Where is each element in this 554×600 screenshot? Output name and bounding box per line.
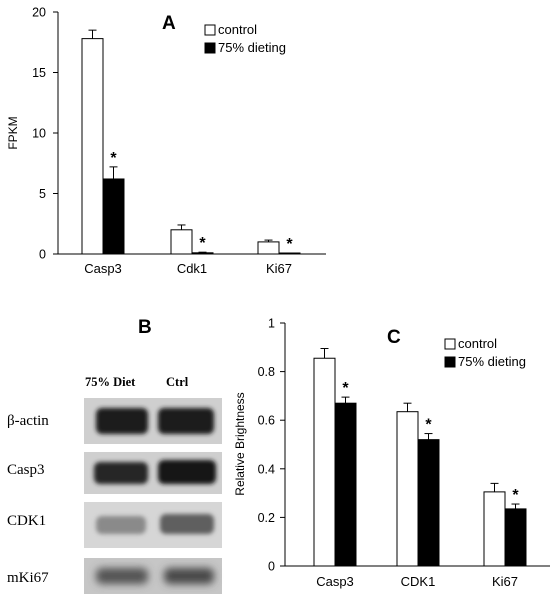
y-tick-label: 0 [268,560,275,574]
band-casp3-diet [94,462,148,484]
x-category-label: Cdk1 [177,261,207,276]
legend-label: 75% dieting [218,40,286,55]
x-category-label: Ki67 [492,574,518,589]
blot-row-bactin [84,398,222,444]
bar-dieting [417,439,440,567]
blot-row-mki67 [84,558,222,594]
bar-control [170,229,193,255]
band-bactin-diet [96,408,148,434]
panel-label: C [387,327,401,348]
legend-swatch-control [204,24,216,36]
y-tick-label: 20 [32,6,46,20]
y-tick-label: 1 [268,317,275,331]
panel-label: A [162,13,176,34]
y-tick-label: 10 [32,127,46,141]
bar-dieting [102,178,125,255]
y-tick-label: 15 [32,66,46,80]
x-category-label: Casp3 [316,574,354,589]
band-cdk1-ctrl [160,514,214,534]
significance-star: * [512,487,519,504]
band-casp3-ctrl [158,460,216,484]
legend-swatch-dieting [444,356,456,368]
blot-col-label-diet: 75% Diet [85,375,136,389]
blot-row-cdk1 [84,502,222,548]
legend-label: control [458,336,497,351]
significance-star: * [342,380,349,397]
y-tick-label: 0.2 [258,511,275,525]
y-tick-label: 0 [39,248,46,262]
legend-swatch-control [444,338,456,350]
y-tick-label: 0.6 [258,414,275,428]
y-tick-label: 0.8 [258,365,275,379]
bar-control [81,38,104,255]
chart-c: 0 0.2 0.4 0.6 0.8 1 Relative Brightness C * Casp3… [233,317,550,589]
western-blot-panel: B 75% Diet Ctrl β-actin Casp3 CDK1 mKi67 [7,317,222,594]
bar-control [257,241,280,255]
blot-col-label-ctrl: Ctrl [166,375,189,389]
x-category-label: CDK1 [401,574,436,589]
x-category-label: Casp3 [84,261,122,276]
bar-dieting [191,252,214,255]
bar-dieting [504,508,527,567]
blot-row-label-cdk1: CDK1 [7,513,46,529]
y-axis-label: Relative Brightness [233,392,247,495]
blot-row-label-casp3: Casp3 [7,462,45,478]
significance-star: * [199,235,206,252]
chart-a: 0 5 10 15 20 FPKM A * Casp3 * Cdk1 * Ki67 control 75% … [6,6,326,276]
band-mki67-ctrl [164,568,214,584]
band-mki67-diet [96,568,148,584]
legend-swatch-dieting [204,42,216,54]
band-bactin-ctrl [158,408,214,434]
significance-star: * [286,236,293,253]
significance-star: * [110,150,117,167]
band-cdk1-diet [96,516,146,534]
legend-label: control [218,22,257,37]
panel-label-b: B [138,317,152,338]
x-category-label: Ki67 [266,261,292,276]
y-tick-label: 0.4 [258,462,275,476]
bar-dieting [334,402,357,567]
legend-label: 75% dieting [458,354,526,369]
blot-row-label-bactin: β-actin [7,413,49,429]
bar-control [313,357,336,567]
bar-control [483,491,506,567]
y-axis-label: FPKM [6,116,20,149]
blot-row-casp3 [84,452,222,494]
bar-control [396,411,419,567]
blot-row-label-mki67: mKi67 [7,570,49,586]
y-tick-label: 5 [39,187,46,201]
significance-star: * [425,417,432,434]
